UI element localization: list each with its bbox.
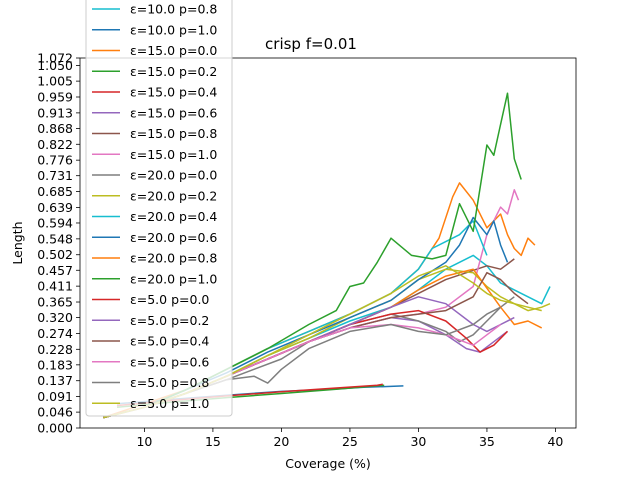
- y-tick-label: 1.050: [37, 58, 73, 73]
- y-tick-label: 0.228: [37, 342, 73, 357]
- legend-label: ε=15.0 p=0.6: [130, 105, 217, 120]
- x-tick-label: 25: [342, 434, 358, 449]
- y-tick-label: 0.183: [37, 357, 73, 372]
- y-tick-label: 0.457: [37, 263, 73, 278]
- y-tick-label: 0.868: [37, 121, 73, 136]
- x-tick-label: 10: [136, 434, 152, 449]
- legend-box: [85, 0, 233, 417]
- y-tick-label: 0.320: [37, 310, 73, 325]
- legend-label: ε=5.0 p=0.8: [130, 375, 209, 390]
- y-tick-label: 0.822: [37, 137, 73, 152]
- legend-label: ε=10.0 p=0.8: [130, 2, 217, 17]
- y-tick-label: 1.005: [37, 74, 73, 89]
- y-tick-label: 0.731: [37, 168, 73, 183]
- legend-label: ε=20.0 p=0.2: [130, 188, 217, 203]
- legend-label: ε=20.0 p=0.6: [130, 230, 217, 245]
- legend-label: ε=20.0 p=0.8: [130, 251, 217, 266]
- y-tick-label: 0.685: [37, 184, 73, 199]
- legend-label: ε=20.0 p=0.4: [130, 209, 217, 224]
- legend-label: ε=10.0 p=1.0: [130, 22, 217, 37]
- y-tick-label: 0.274: [37, 326, 73, 341]
- legend-label: ε=15.0 p=0.4: [130, 85, 217, 100]
- legend-label: ε=5.0 p=0.6: [130, 354, 209, 369]
- y-tick-label: 0.091: [37, 389, 73, 404]
- y-tick-label: 0.959: [37, 90, 73, 105]
- x-tick-label: 35: [479, 434, 495, 449]
- series-line-14: [103, 92, 522, 419]
- y-tick-label: 0.365: [37, 295, 73, 310]
- x-tick-label: 20: [273, 434, 289, 449]
- y-tick-label: 0.913: [37, 105, 73, 120]
- x-axis: 10 15 20 25 30 35 40: [136, 428, 563, 449]
- legend-label: ε=15.0 p=0.0: [130, 43, 217, 58]
- y-tick-label: 0.000: [37, 421, 73, 436]
- y-tick-label: 0.502: [37, 247, 73, 262]
- x-tick-label: 15: [205, 434, 221, 449]
- y-tick-label: 0.548: [37, 231, 73, 246]
- legend-label: ε=15.0 p=0.8: [130, 126, 217, 141]
- legend-label: ε=5.0 p=0.0: [130, 292, 209, 307]
- y-tick-label: 0.639: [37, 200, 73, 215]
- x-tick-label: 40: [547, 434, 563, 449]
- x-tick-label: 30: [410, 434, 426, 449]
- y-tick-label: 1.072: [37, 51, 73, 66]
- y-tick-label: 0.411: [37, 279, 73, 294]
- y-tick-label: 0.046: [37, 405, 73, 420]
- legend-label: ε=5.0 p=0.2: [130, 313, 209, 328]
- legend-label: ε=20.0 p=1.0: [130, 271, 217, 286]
- legend-label: ε=20.0 p=0.0: [130, 168, 217, 183]
- legend-label: ε=15.0 p=1.0: [130, 147, 217, 162]
- legend-label: ε=5.0 p=1.0: [130, 396, 209, 411]
- x-axis-title: Coverage (%): [285, 456, 371, 471]
- legend: ε=10.0 p=0.8 ε=10.0 p=1.0 ε=15.0 p=0.0 ε=15…: [85, 0, 233, 417]
- y-tick-label: 0.137: [37, 373, 73, 388]
- y-axis-title: Length: [10, 221, 25, 264]
- y-tick-label: 0.776: [37, 153, 73, 168]
- legend-label: ε=5.0 p=0.4: [130, 334, 209, 349]
- chart-title: crisp f=0.01: [265, 35, 357, 53]
- legend-label: ε=15.0 p=0.2: [130, 64, 217, 79]
- y-axis: 0.0000.0460.0910.1370.1830.2280.2740.320…: [37, 51, 80, 436]
- y-tick-label: 0.594: [37, 215, 73, 230]
- plot-frame: [79, 57, 577, 429]
